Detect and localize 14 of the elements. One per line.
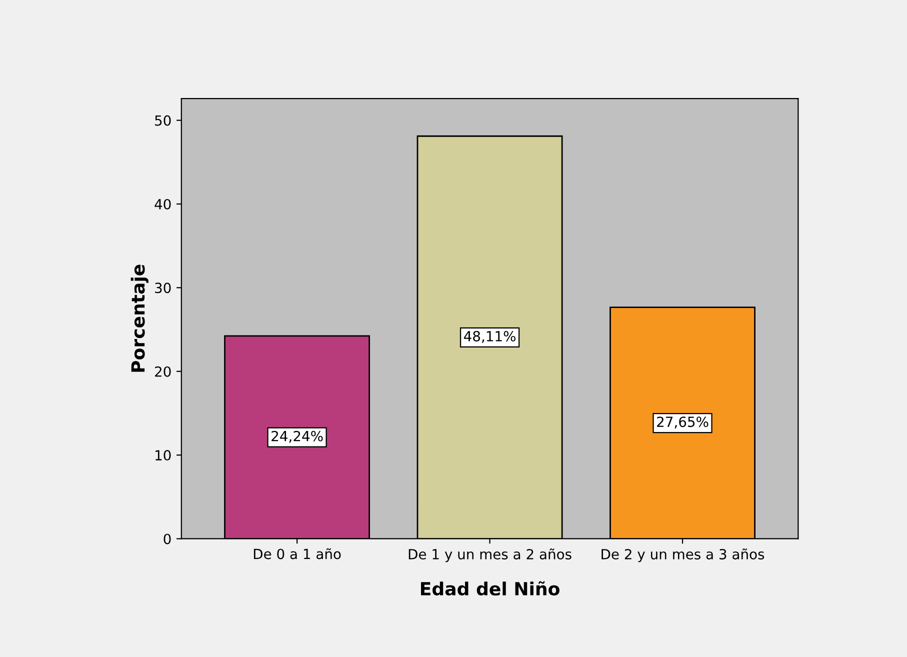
data-label: 48,11% bbox=[464, 330, 516, 343]
x-tick-label: De 1 y un mes a 2 años bbox=[408, 548, 572, 562]
x-axis-title: Edad del Niño bbox=[421, 581, 560, 596]
data-label: 24,24% bbox=[272, 430, 323, 443]
x-tick-label: De 0 a 1 año bbox=[254, 548, 341, 560]
y-tick-label: 10 bbox=[156, 450, 171, 461]
y-tick-label: 50 bbox=[155, 115, 171, 126]
y-tick-label: 0 bbox=[164, 534, 171, 544]
y-tick-label: 40 bbox=[154, 198, 171, 210]
x-tick-label: De 2 y un mes a 3 años bbox=[602, 548, 764, 562]
y-tick-label: 30 bbox=[155, 282, 171, 294]
y-tick-label: 20 bbox=[155, 366, 171, 377]
data-label: 27,65% bbox=[657, 416, 708, 428]
y-axis-title: Porcentaje bbox=[130, 264, 148, 372]
